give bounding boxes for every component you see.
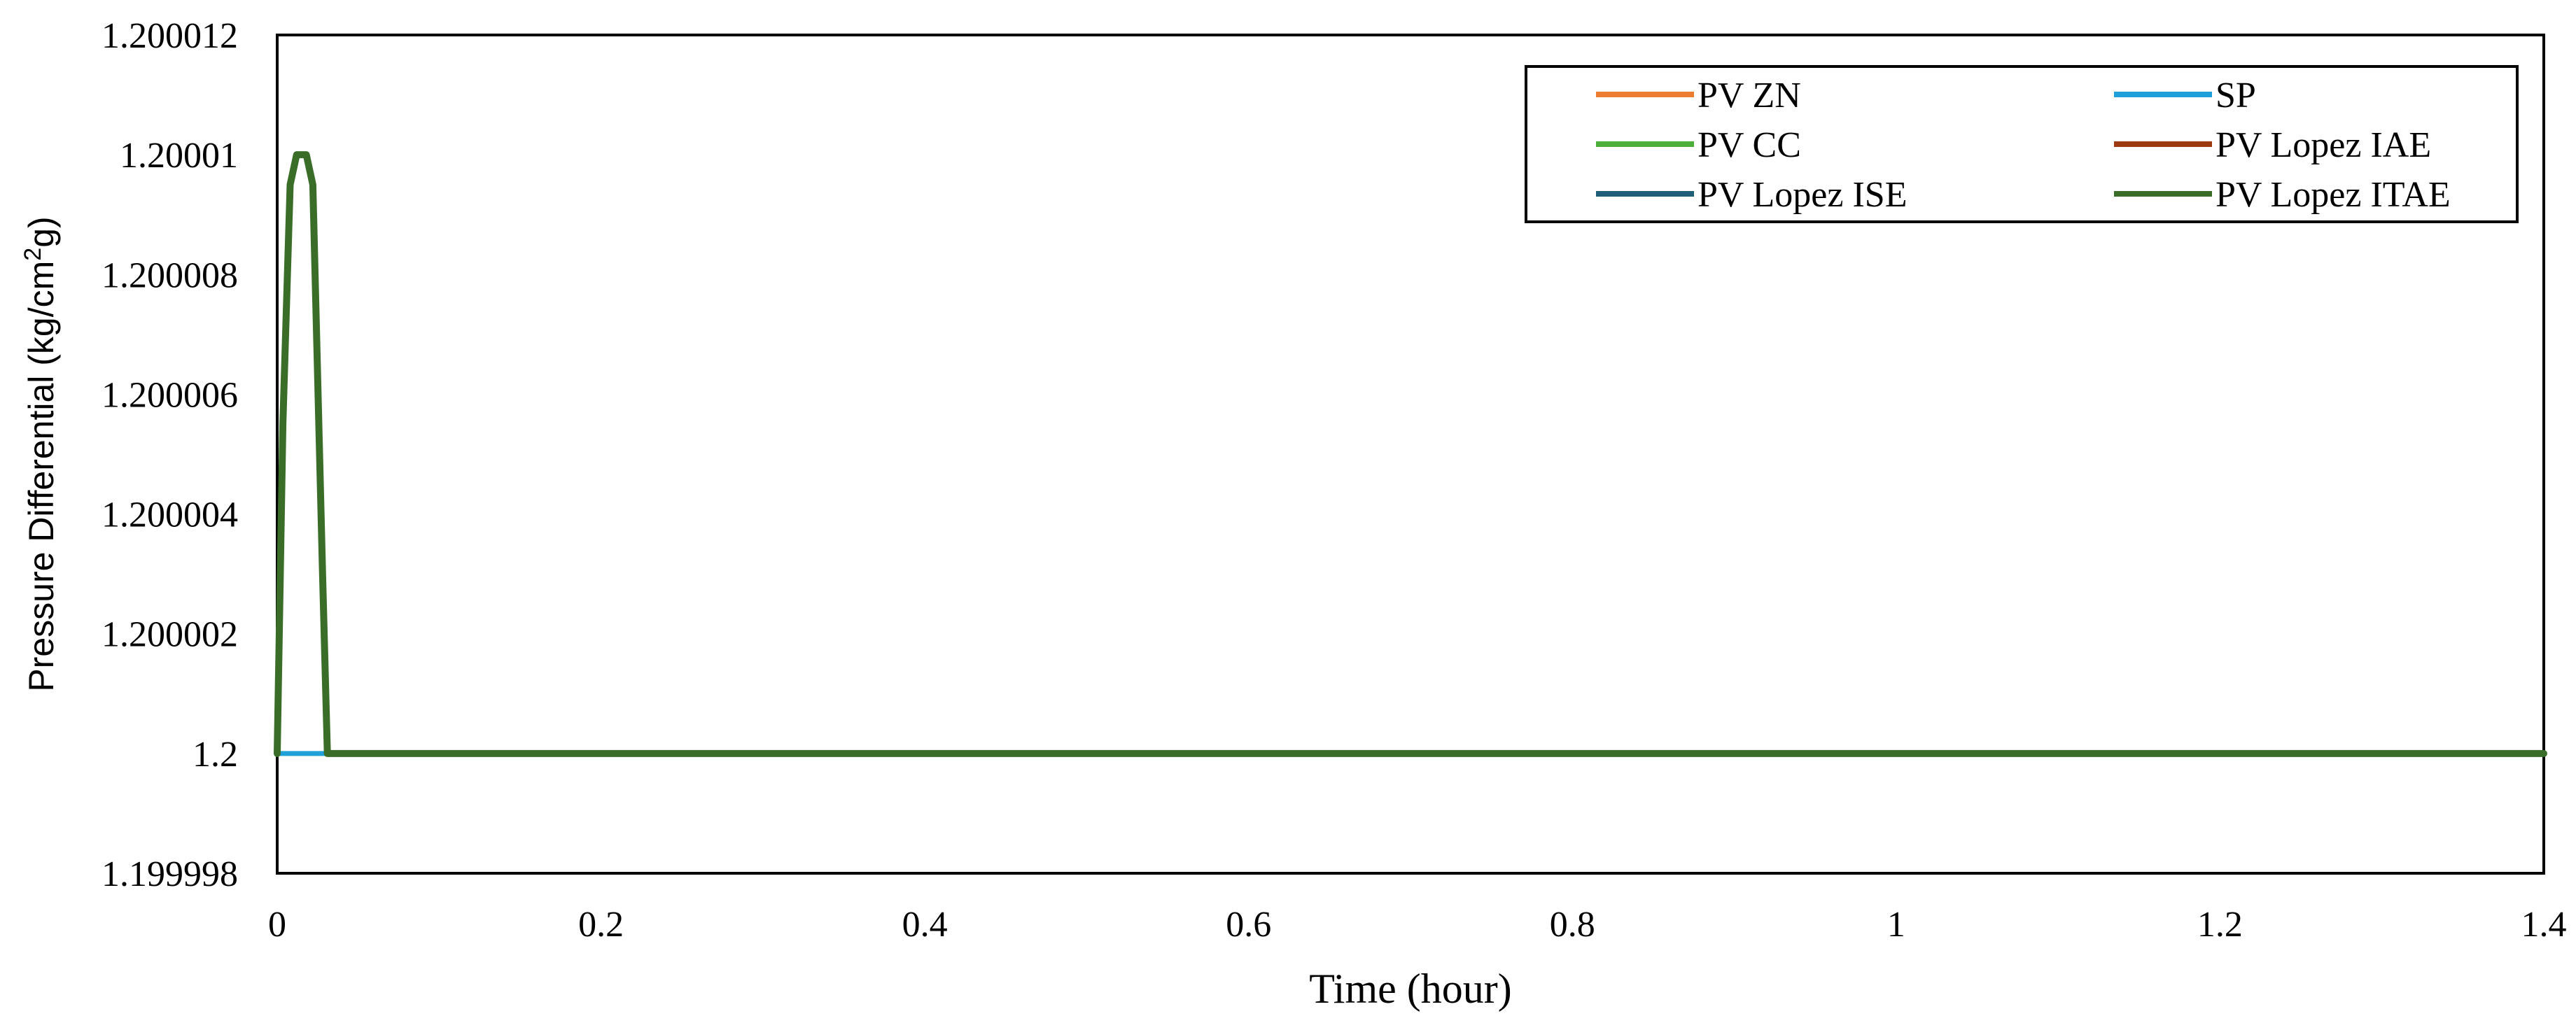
y-tick-label: 1.200008 — [102, 255, 238, 295]
y-tick-label: 1.199998 — [102, 854, 238, 894]
y-tick-label: 1.2 — [192, 735, 238, 775]
legend-label: PV CC — [1698, 125, 1801, 165]
legend-label: PV Lopez ITAE — [2216, 175, 2451, 215]
x-axis-tick-labels: 0 0.2 0.4 0.6 0.8 1 1.2 1.4 — [268, 905, 2567, 945]
x-tick-label: 1.2 — [2197, 905, 2243, 945]
x-tick-label: 0.2 — [578, 905, 624, 945]
x-axis-title: Time (hour) — [1309, 966, 1511, 1012]
x-tick-label: 0.4 — [902, 905, 948, 945]
y-tick-label: 1.200006 — [102, 375, 238, 415]
y-tick-label: 1.200002 — [102, 615, 238, 655]
y-tick-label: 1.20001 — [120, 136, 238, 176]
series-line-pv-lopez-itae — [274, 151, 2547, 757]
x-tick-label: 1.4 — [2521, 905, 2567, 945]
x-tick-label: 1 — [1887, 905, 1905, 945]
plot-area-frame — [276, 34, 2545, 875]
legend-label: PV Lopez IAE — [2216, 125, 2431, 165]
legend-label: PV ZN — [1698, 76, 1801, 115]
y-axis-title: Pressure Differential (kg/cm2g) — [20, 216, 61, 691]
legend-label: PV Lopez ISE — [1698, 175, 1907, 215]
y-axis-title-suffix: g) — [22, 216, 61, 247]
x-tick-label: 0.8 — [1550, 905, 1595, 945]
x-tick-label: 0.6 — [1226, 905, 1271, 945]
x-tick-label: 0 — [268, 905, 286, 945]
series-lines — [274, 151, 2547, 757]
legend-label: SP — [2216, 76, 2256, 115]
y-tick-label: 1.200012 — [102, 16, 238, 56]
y-tick-label: 1.200004 — [102, 495, 238, 535]
y-axis-title-prefix: Pressure Differential (kg/cm — [22, 261, 61, 692]
y-axis-tick-labels: 1.199998 1.2 1.200002 1.200004 1.200006 1.200… — [102, 16, 238, 894]
legend: PV ZN SP PV CC PV Lopez IAE PV Lopez ISE PV L… — [1525, 65, 2519, 223]
y-axis-title-superscript: 2 — [20, 248, 46, 261]
